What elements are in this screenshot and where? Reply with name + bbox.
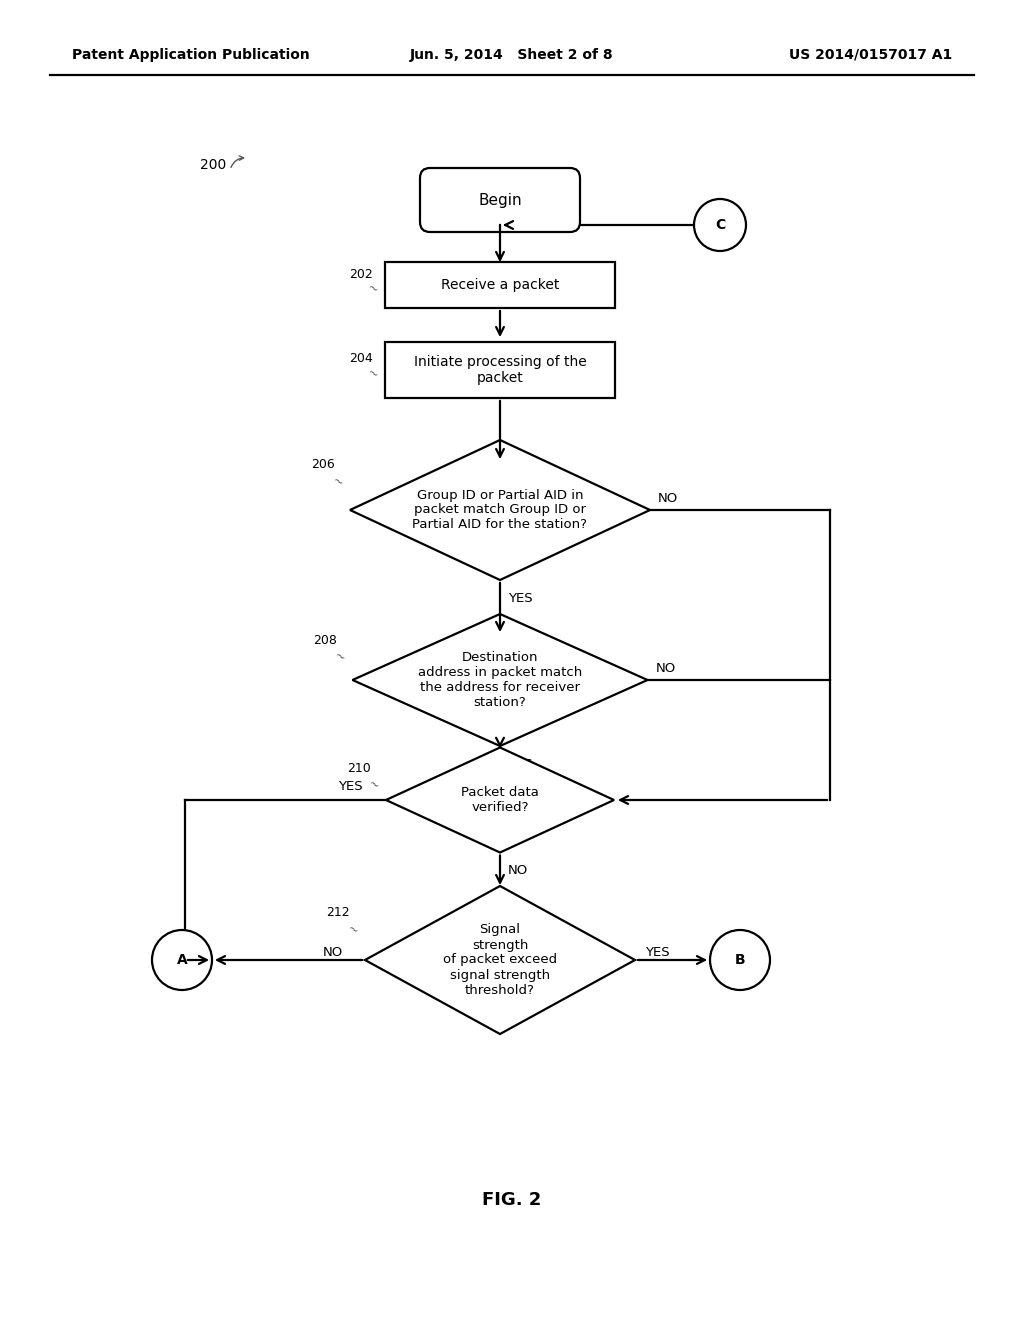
Text: 200: 200 [200, 158, 226, 172]
Polygon shape [352, 614, 647, 746]
Circle shape [694, 199, 746, 251]
Text: YES: YES [338, 780, 362, 792]
Polygon shape [385, 342, 615, 399]
Text: ~: ~ [365, 281, 380, 297]
Text: ~: ~ [366, 776, 381, 793]
Text: 210: 210 [347, 762, 371, 775]
Text: A: A [176, 953, 187, 968]
Text: ~: ~ [330, 474, 345, 490]
Text: B: B [734, 953, 745, 968]
Polygon shape [385, 261, 615, 308]
Text: 206: 206 [311, 458, 335, 471]
Text: NO: NO [508, 865, 528, 876]
Text: YES: YES [645, 945, 670, 958]
Text: NO: NO [658, 491, 678, 504]
Text: Receive a packet: Receive a packet [440, 279, 559, 292]
Text: ~: ~ [332, 648, 347, 665]
Circle shape [710, 931, 770, 990]
Text: Signal
strength
of packet exceed
signal strength
threshold?: Signal strength of packet exceed signal … [443, 924, 557, 997]
Text: NO: NO [655, 661, 676, 675]
Text: Begin: Begin [478, 193, 522, 207]
Text: Jun. 5, 2014   Sheet 2 of 8: Jun. 5, 2014 Sheet 2 of 8 [411, 48, 613, 62]
Text: YES: YES [508, 591, 532, 605]
Text: FIG. 2: FIG. 2 [482, 1191, 542, 1209]
FancyBboxPatch shape [420, 168, 580, 232]
Text: YES: YES [508, 758, 532, 771]
Polygon shape [365, 886, 635, 1034]
Text: Destination
address in packet match
the address for receiver
station?: Destination address in packet match the … [418, 651, 582, 709]
Text: ~: ~ [365, 366, 380, 383]
Text: 202: 202 [349, 268, 373, 281]
Text: 204: 204 [349, 351, 373, 364]
Text: Patent Application Publication: Patent Application Publication [72, 48, 309, 62]
Polygon shape [350, 440, 650, 579]
Polygon shape [386, 747, 614, 853]
Circle shape [152, 931, 212, 990]
Text: Packet data
verified?: Packet data verified? [461, 785, 539, 814]
Text: 208: 208 [313, 634, 338, 647]
Text: ~: ~ [344, 921, 360, 939]
Text: NO: NO [323, 945, 343, 958]
Text: C: C [715, 218, 725, 232]
Text: Group ID or Partial AID in
packet match Group ID or
Partial AID for the station?: Group ID or Partial AID in packet match … [413, 488, 588, 532]
Text: 212: 212 [327, 906, 350, 919]
Text: Initiate processing of the
packet: Initiate processing of the packet [414, 355, 587, 385]
Text: US 2014/0157017 A1: US 2014/0157017 A1 [788, 48, 952, 62]
